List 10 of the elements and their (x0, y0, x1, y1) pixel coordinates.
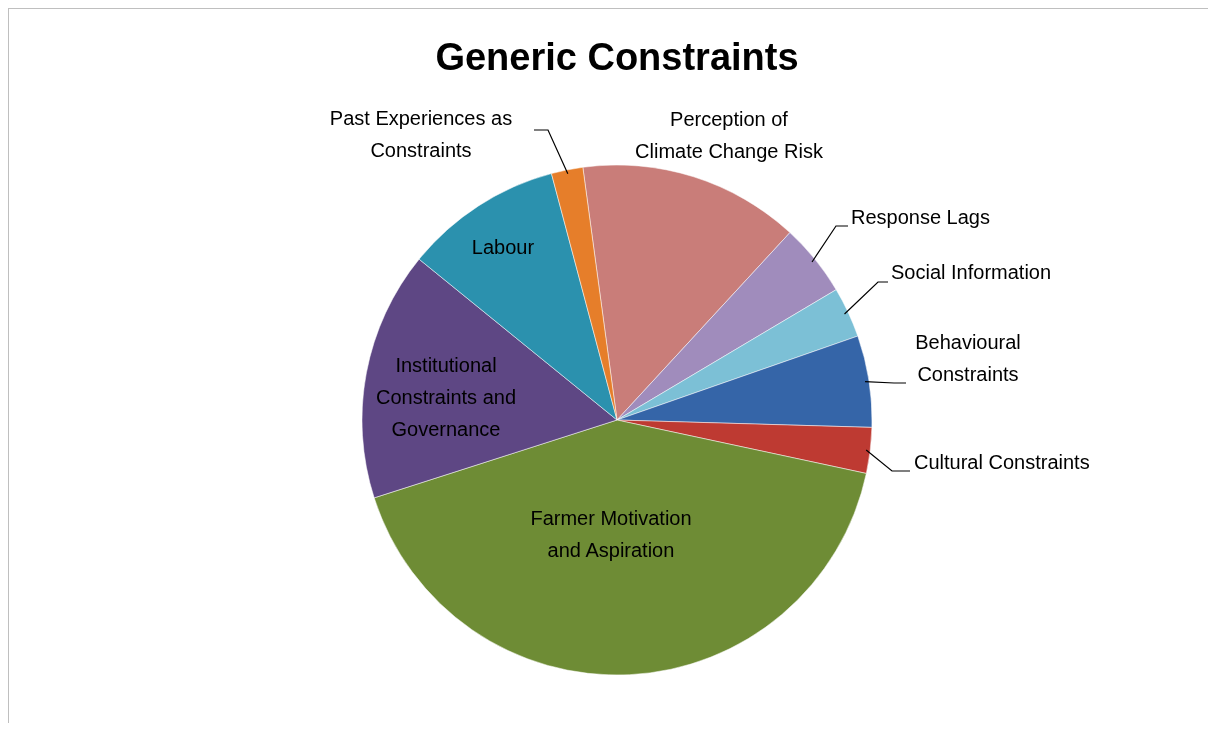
slice-label: Behavioural Constraints (915, 331, 1021, 386)
chart-title: Generic Constraints (435, 36, 799, 78)
slice-label: Labour (471, 236, 535, 259)
slice-label: Past Experiences as Constraints (329, 107, 513, 162)
slice-label: Perception of Climate Change Risk (635, 108, 824, 163)
slice-label: Social Information (891, 261, 1052, 284)
slice-label: Cultural Constraints (914, 451, 1090, 474)
slice-label: Response Lags (851, 206, 990, 229)
slice-label: Farmer Motivation and Aspiration (530, 507, 692, 562)
slice-label: Institutional Constraints and Governance (375, 354, 517, 441)
